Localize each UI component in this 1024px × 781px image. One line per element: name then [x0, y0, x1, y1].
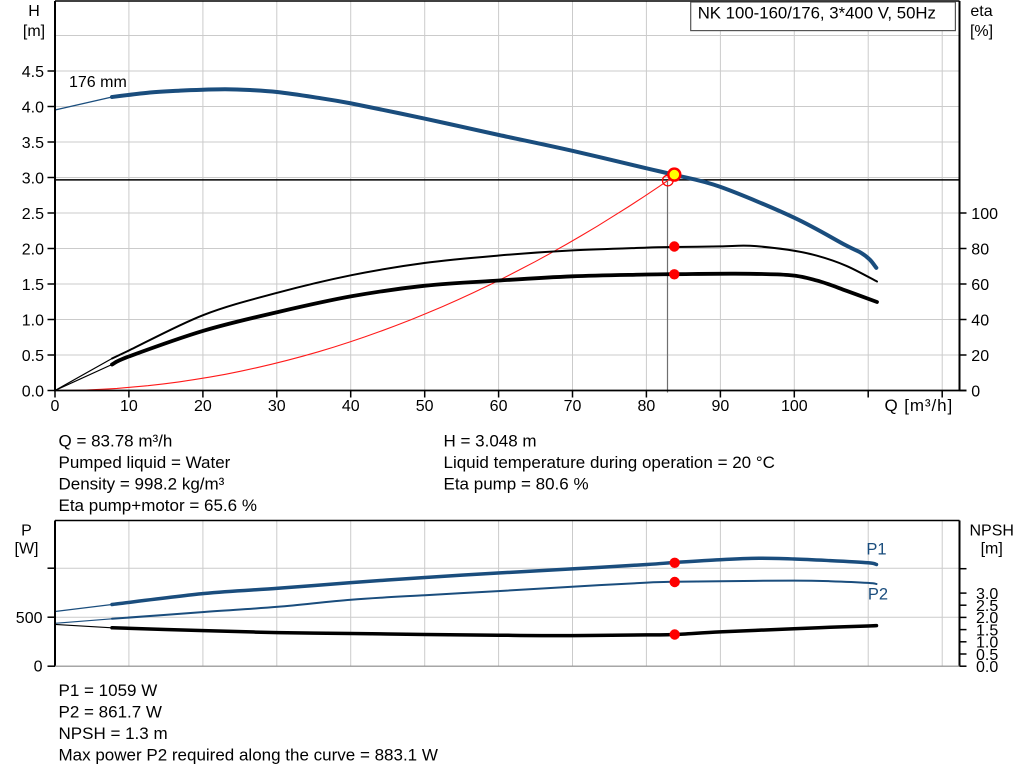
svg-text:3.0: 3.0: [22, 170, 44, 187]
svg-text:Eta pump+motor = 65.6 %: Eta pump+motor = 65.6 %: [59, 496, 257, 515]
svg-text:100: 100: [971, 206, 998, 223]
svg-text:80: 80: [638, 398, 656, 415]
svg-text:10: 10: [120, 398, 138, 415]
svg-text:P1: P1: [866, 540, 886, 558]
svg-text:0.5: 0.5: [22, 348, 44, 365]
svg-text:80: 80: [971, 241, 989, 258]
svg-text:70: 70: [564, 398, 582, 415]
svg-text:90: 90: [711, 398, 729, 415]
svg-text:[m]: [m]: [23, 23, 45, 40]
svg-text:1.0: 1.0: [22, 312, 44, 329]
svg-text:0: 0: [971, 383, 980, 400]
svg-text:176 mm: 176 mm: [69, 74, 127, 91]
svg-text:P2 = 861.7 W: P2 = 861.7 W: [59, 702, 162, 721]
svg-text:40: 40: [342, 398, 360, 415]
svg-text:P: P: [21, 523, 32, 540]
svg-text:20: 20: [194, 398, 212, 415]
svg-text:Max power P2 required along th: Max power P2 required along the curve = …: [59, 745, 438, 764]
svg-text:2.5: 2.5: [22, 206, 44, 223]
svg-text:3.5: 3.5: [22, 135, 44, 152]
svg-text:40: 40: [971, 312, 989, 329]
svg-text:0.0: 0.0: [976, 659, 998, 676]
svg-text:NPSH: NPSH: [969, 523, 1013, 540]
svg-text:0: 0: [51, 398, 60, 415]
svg-text:50: 50: [416, 398, 434, 415]
svg-text:Pumped liquid = Water: Pumped liquid = Water: [59, 453, 231, 472]
svg-text:Liquid temperature during oper: Liquid temperature during operation = 20…: [444, 453, 775, 472]
svg-text:Density = 998.2 kg/m³: Density = 998.2 kg/m³: [59, 475, 225, 494]
svg-text:4.0: 4.0: [22, 99, 44, 116]
svg-text:20: 20: [971, 348, 989, 365]
svg-text:H: H: [28, 3, 40, 20]
svg-text:60: 60: [490, 398, 508, 415]
svg-text:Eta pump = 80.6 %: Eta pump = 80.6 %: [444, 475, 589, 494]
svg-text:2.0: 2.0: [22, 241, 44, 258]
svg-text:60: 60: [971, 277, 989, 294]
svg-text:1.0: 1.0: [976, 635, 998, 652]
svg-text:[m]: [m]: [981, 541, 1003, 558]
svg-text:[%]: [%]: [970, 23, 993, 40]
svg-text:NK 100-160/176, 3*400 V, 50Hz: NK 100-160/176, 3*400 V, 50Hz: [698, 3, 936, 22]
svg-text:1.5: 1.5: [976, 622, 998, 639]
svg-text:2.5: 2.5: [976, 598, 998, 615]
svg-text:500: 500: [16, 610, 43, 627]
svg-text:0.0: 0.0: [22, 383, 44, 400]
svg-text:H = 3.048 m: H = 3.048 m: [444, 432, 537, 451]
svg-text:Q = 83.78 m³/h: Q = 83.78 m³/h: [59, 432, 173, 451]
svg-text:P1 = 1059 W: P1 = 1059 W: [59, 681, 158, 700]
svg-text:100: 100: [781, 398, 808, 415]
svg-text:eta: eta: [970, 3, 992, 20]
svg-text:3.0: 3.0: [976, 586, 998, 603]
svg-text:0: 0: [34, 659, 43, 676]
svg-text:4.5: 4.5: [22, 64, 44, 81]
svg-text:NPSH = 1.3 m: NPSH = 1.3 m: [59, 724, 168, 743]
svg-text:Q [m³/h]: Q [m³/h]: [885, 396, 954, 415]
svg-text:0.5: 0.5: [976, 647, 998, 664]
svg-text:2.0: 2.0: [976, 610, 998, 627]
svg-text:P2: P2: [868, 586, 888, 604]
svg-text:1.5: 1.5: [22, 277, 44, 294]
svg-text:30: 30: [268, 398, 286, 415]
svg-text:[W]: [W]: [15, 541, 39, 558]
